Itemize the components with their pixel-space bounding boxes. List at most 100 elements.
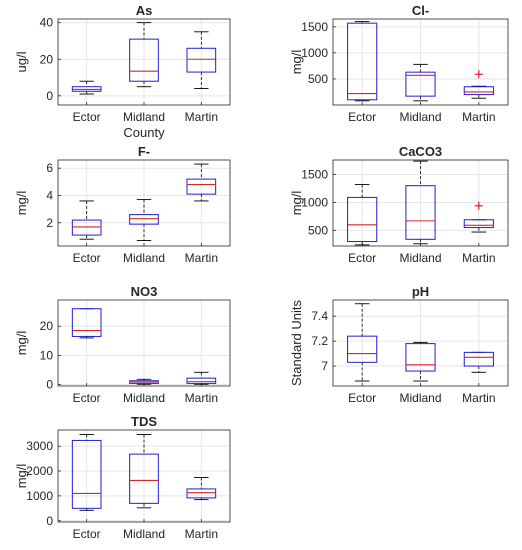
iqr-box bbox=[186, 47, 217, 73]
iqr-box bbox=[347, 335, 378, 363]
box-midland bbox=[405, 341, 436, 382]
x-tick-label: Midland bbox=[399, 391, 441, 405]
box-ector bbox=[347, 303, 378, 382]
y-axis-label: mg/l bbox=[14, 191, 29, 216]
y-tick-label: 0 bbox=[46, 514, 53, 528]
y-tick-label: 4 bbox=[46, 188, 53, 202]
y-tick-label: 2 bbox=[46, 216, 53, 230]
box-martin bbox=[463, 70, 494, 99]
x-tick-label: Ector bbox=[73, 110, 101, 124]
x-tick-label: Martin bbox=[185, 391, 218, 405]
iqr-box bbox=[405, 71, 436, 97]
iqr-box bbox=[129, 453, 159, 504]
iqr-box bbox=[463, 86, 494, 96]
iqr-box bbox=[186, 377, 217, 384]
iqr-box bbox=[71, 219, 102, 236]
x-tick-label: Midland bbox=[123, 110, 165, 124]
iqr-box bbox=[186, 178, 217, 195]
panel-as: 0 20 40 Ector Midland Martin As ug/l County bbox=[14, 3, 231, 140]
x-tick-label: Midland bbox=[399, 110, 441, 124]
panel-title: TDS bbox=[131, 414, 157, 429]
x-tick-label: Martin bbox=[185, 251, 218, 265]
panel-title: As bbox=[136, 3, 153, 18]
y-axis-label: ug/l bbox=[14, 51, 29, 72]
box-midland bbox=[129, 378, 159, 385]
y-tick-label: 3000 bbox=[26, 439, 53, 453]
x-tick-label: Ector bbox=[348, 251, 376, 265]
x-tick-label: Ector bbox=[348, 110, 376, 124]
box-midland bbox=[129, 22, 159, 88]
y-axis-label: Standard Units bbox=[289, 300, 304, 386]
outlier-marker bbox=[474, 201, 483, 210]
box-martin bbox=[186, 163, 217, 202]
x-tick-label: Martin bbox=[185, 110, 218, 124]
x-axis-label: County bbox=[123, 125, 165, 140]
box-ector bbox=[347, 21, 378, 102]
box-martin bbox=[463, 201, 494, 233]
iqr-box bbox=[71, 308, 102, 337]
y-axis-label: mg/l bbox=[14, 464, 29, 489]
panel-title: pH bbox=[412, 284, 429, 299]
y-tick-label: 500 bbox=[308, 223, 328, 237]
y-tick-label: 500 bbox=[308, 72, 328, 86]
box-ector bbox=[71, 200, 102, 240]
iqr-box bbox=[347, 196, 378, 243]
iqr-box bbox=[186, 488, 217, 499]
iqr-box bbox=[405, 185, 436, 240]
box-martin bbox=[186, 371, 217, 385]
iqr-box bbox=[405, 343, 436, 372]
iqr-box bbox=[463, 219, 494, 229]
box-midland bbox=[405, 160, 436, 245]
panel-no3: 0 10 20 Ector Midland Martin NO3 mg/l bbox=[14, 284, 231, 405]
box-ector bbox=[71, 308, 102, 339]
y-tick-label: 1500 bbox=[301, 20, 328, 34]
box-midland bbox=[405, 63, 436, 102]
y-tick-label: 2000 bbox=[26, 464, 53, 478]
x-tick-label: Martin bbox=[462, 391, 495, 405]
iqr-box bbox=[129, 214, 159, 225]
y-tick-label: 1500 bbox=[301, 168, 328, 182]
y-tick-label: 7 bbox=[321, 359, 328, 373]
x-tick-label: Midland bbox=[123, 251, 165, 265]
box-ector bbox=[347, 184, 378, 246]
panel-title: CaCO3 bbox=[399, 144, 442, 159]
x-tick-label: Martin bbox=[462, 251, 495, 265]
iqr-box bbox=[71, 439, 102, 509]
box-martin bbox=[463, 351, 494, 373]
y-tick-label: 1000 bbox=[301, 195, 328, 209]
box-martin bbox=[186, 477, 217, 501]
y-tick-label: 7.2 bbox=[311, 334, 328, 348]
y-tick-label: 1000 bbox=[26, 489, 53, 503]
panel-title: F- bbox=[138, 144, 150, 159]
y-tick-label: 20 bbox=[40, 319, 54, 333]
y-axis-label: mg/l bbox=[289, 191, 304, 216]
x-tick-label: Midland bbox=[123, 527, 165, 541]
x-tick-label: Ector bbox=[73, 391, 101, 405]
panel-ph: 7 7.2 7.4 Ector Midland Martin pH Standard Unit… bbox=[289, 284, 509, 405]
y-axis-label: mg/l bbox=[289, 50, 304, 75]
iqr-box bbox=[129, 38, 159, 82]
y-axis-label: mg/l bbox=[14, 331, 29, 356]
x-tick-label: Midland bbox=[399, 251, 441, 265]
box-midland bbox=[129, 199, 159, 241]
y-tick-label: 1000 bbox=[301, 46, 328, 60]
x-tick-label: Martin bbox=[462, 110, 495, 124]
box-midland bbox=[129, 434, 159, 509]
panel-title: Cl- bbox=[412, 3, 429, 18]
y-tick-label: 10 bbox=[40, 348, 54, 362]
panel-cl: 500 1000 1500 Ector Midland Martin Cl-mg/l bbox=[289, 3, 509, 124]
y-tick-label: 7.4 bbox=[311, 309, 328, 323]
y-tick-label: 0 bbox=[46, 378, 53, 392]
x-tick-label: Martin bbox=[185, 527, 218, 541]
y-tick-label: 20 bbox=[40, 52, 54, 66]
panel-tds: 0 1000 2000 3000 Ector Midland Martin TDS mg/l bbox=[14, 414, 231, 541]
panel-f: 2 4 6 Ector Midland Martin F-mg/l bbox=[14, 144, 231, 265]
box-ector bbox=[71, 80, 102, 95]
iqr-box bbox=[347, 22, 378, 101]
x-tick-label: Ector bbox=[73, 251, 101, 265]
outlier-marker bbox=[474, 70, 483, 79]
box-martin bbox=[186, 31, 217, 89]
x-tick-label: Ector bbox=[348, 391, 376, 405]
